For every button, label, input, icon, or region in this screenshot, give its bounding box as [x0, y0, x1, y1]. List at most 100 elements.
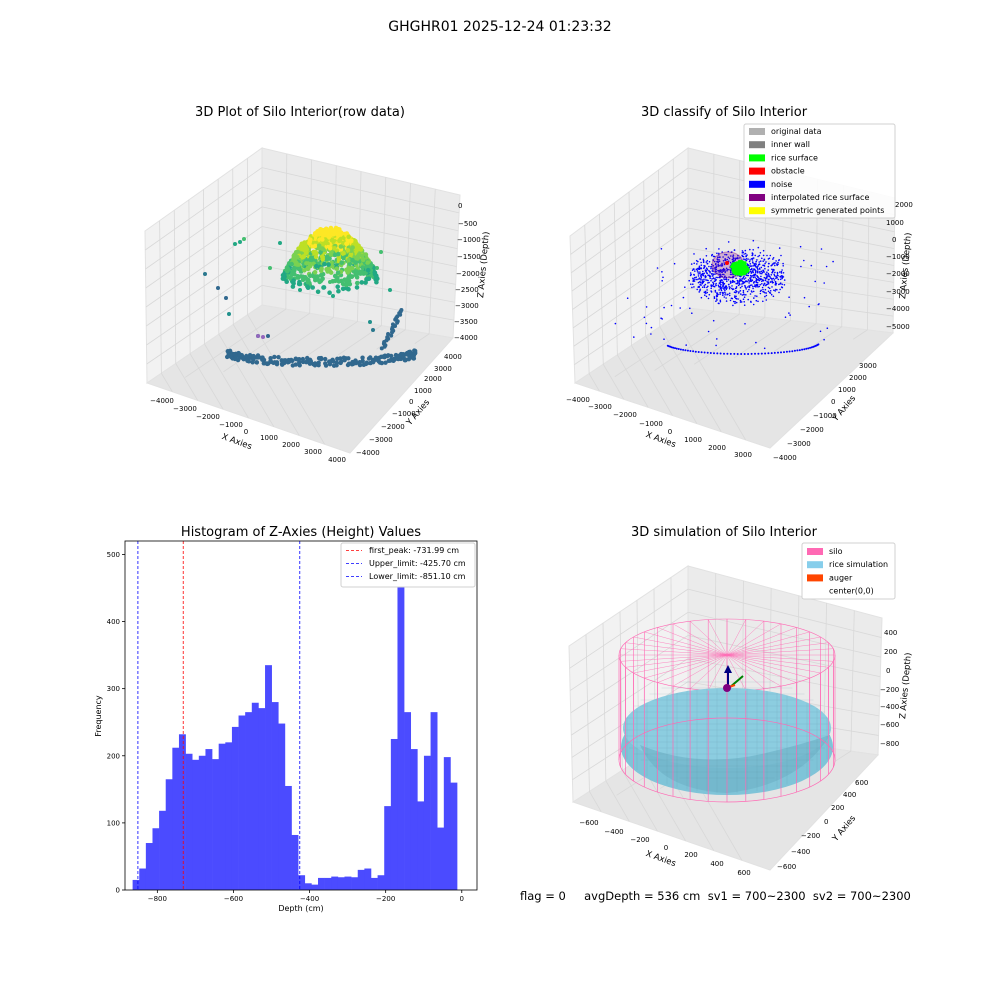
noise-point	[724, 275, 726, 278]
hist-ytick-label: 400	[107, 618, 120, 626]
noise-point	[656, 267, 659, 269]
noise-point	[723, 263, 726, 266]
noise-point	[727, 293, 729, 296]
noise-point	[725, 267, 728, 270]
noise-point	[746, 263, 749, 265]
noise-point	[767, 265, 770, 268]
raw-ytick: −1000	[392, 410, 416, 418]
point	[298, 288, 302, 292]
noise-point	[737, 292, 740, 294]
noise-point	[712, 259, 714, 261]
raw-ztick: −3000	[455, 302, 479, 310]
point	[379, 354, 384, 359]
noise-point	[661, 271, 663, 273]
noise-point	[724, 292, 727, 294]
noise-point	[695, 276, 697, 279]
noise-point	[765, 284, 767, 287]
rice-point	[743, 261, 747, 264]
noise-point	[722, 285, 724, 288]
noise-point	[739, 286, 742, 289]
noise-point	[718, 271, 720, 273]
noise-point	[775, 282, 777, 285]
noise-point	[614, 322, 617, 325]
noise-point	[766, 277, 768, 279]
suptitle: GHGHR01 2025-12-24 01:23:32	[388, 19, 611, 35]
noise-point	[719, 269, 722, 271]
noise-point	[719, 280, 722, 283]
noise-point	[672, 346, 675, 349]
noise-point	[711, 268, 714, 270]
noise-point	[732, 276, 734, 279]
rice-surface-shade	[640, 735, 830, 793]
obstacle-point	[725, 261, 729, 265]
noise-point	[774, 290, 776, 292]
noise-point	[832, 260, 834, 263]
sim-xtick: −200	[630, 836, 649, 844]
point	[297, 363, 302, 368]
noise-point	[766, 271, 768, 274]
noise-point	[769, 281, 772, 283]
silo-roof-spoke	[726, 654, 829, 668]
noise-point	[763, 283, 765, 286]
noise-point	[774, 271, 776, 274]
silo-roof-spoke	[726, 636, 821, 656]
cls-ztick: −1000	[886, 253, 910, 261]
point	[316, 243, 322, 249]
noise-point	[750, 258, 753, 260]
noise-point	[703, 278, 705, 281]
noise-point	[751, 267, 753, 270]
noise-point	[740, 279, 743, 282]
silo-roof-spoke	[708, 619, 728, 656]
noise-point	[698, 286, 701, 288]
noise-point	[710, 291, 713, 293]
silo-roof-spoke	[726, 619, 746, 656]
noise-point	[767, 258, 770, 260]
point	[318, 250, 323, 255]
point	[348, 251, 354, 257]
point	[261, 335, 265, 339]
noise-point	[729, 299, 732, 302]
noise-point	[690, 263, 693, 265]
noise-point	[701, 281, 703, 283]
noise-point	[724, 289, 726, 292]
point	[343, 282, 349, 288]
point	[360, 358, 365, 364]
noise-point	[697, 267, 700, 270]
noise-point	[779, 276, 782, 278]
noise-point	[702, 259, 705, 262]
auger	[723, 665, 744, 692]
hist-xtick-label: −400	[300, 895, 319, 903]
point	[353, 272, 358, 278]
noise-point	[712, 277, 715, 280]
noise-point	[758, 263, 761, 266]
silo-roof-spoke	[620, 654, 728, 662]
point	[311, 249, 316, 255]
hist-yticks: 0 100 200 300 400 500	[107, 551, 125, 895]
grid-line	[834, 750, 852, 763]
hist-ytick-label: 200	[107, 752, 120, 760]
noise-point	[724, 259, 726, 261]
point	[305, 285, 311, 291]
grid-line	[569, 611, 689, 691]
noise-point	[716, 252, 718, 255]
hist-bar	[205, 749, 213, 890]
noise-point	[731, 287, 733, 290]
hist-bar	[450, 782, 458, 890]
noise-point	[706, 286, 708, 289]
noise-point	[733, 352, 736, 355]
noise-point	[764, 288, 767, 291]
classify-y-ticks: −4000 −3000 −2000 −1000 0 1000 2000 3000	[773, 362, 877, 462]
hist-bar	[430, 712, 438, 890]
noise-point	[717, 256, 719, 259]
legend-swatch	[749, 180, 765, 188]
noise-point	[736, 353, 739, 355]
point	[280, 273, 286, 278]
noise-point	[773, 279, 776, 281]
point	[360, 265, 366, 270]
grid-line	[232, 168, 234, 325]
raw-ztick: 0	[458, 202, 462, 210]
noise-point	[703, 272, 705, 275]
noise-point	[752, 265, 754, 267]
legend-label: rice surface	[771, 153, 818, 162]
point	[322, 231, 328, 236]
